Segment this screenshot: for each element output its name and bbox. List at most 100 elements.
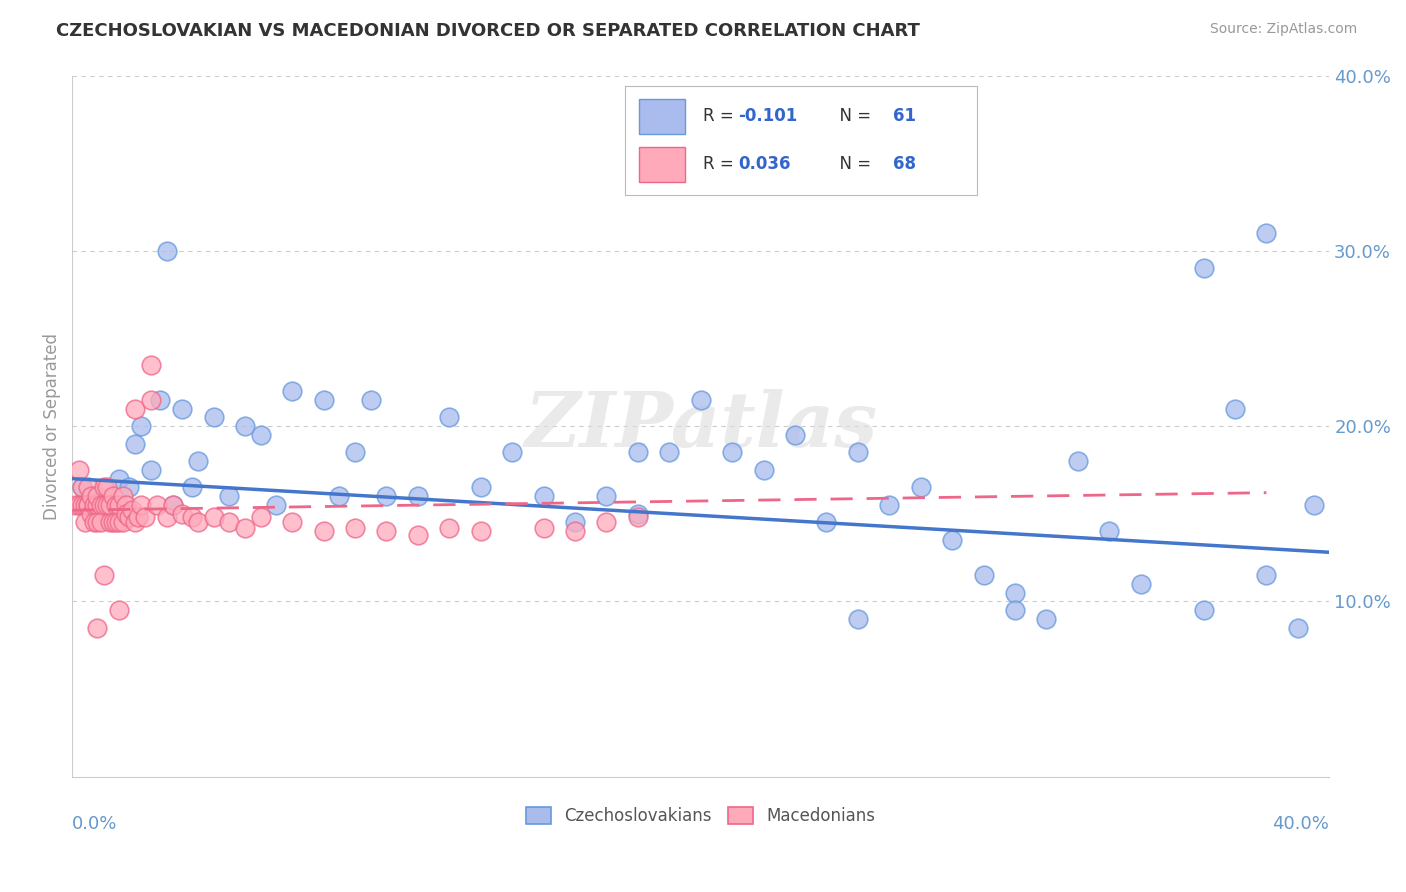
- Point: [149, 392, 172, 407]
- Point: [328, 489, 350, 503]
- Point: [1256, 227, 1278, 241]
- Point: [658, 445, 681, 459]
- Point: [406, 527, 429, 541]
- Point: [202, 410, 225, 425]
- Point: [501, 445, 523, 459]
- Point: [233, 419, 256, 434]
- Point: [139, 463, 162, 477]
- Point: [96, 498, 118, 512]
- Text: ZIPatlas: ZIPatlas: [524, 389, 877, 463]
- Point: [172, 507, 194, 521]
- Point: [89, 516, 111, 530]
- Point: [470, 480, 492, 494]
- Point: [162, 498, 184, 512]
- Point: [689, 392, 711, 407]
- Point: [67, 463, 90, 477]
- Point: [233, 521, 256, 535]
- Point: [124, 516, 146, 530]
- Point: [249, 427, 271, 442]
- Point: [973, 568, 995, 582]
- Point: [146, 498, 169, 512]
- Point: [312, 524, 335, 539]
- Point: [124, 401, 146, 416]
- Point: [1286, 621, 1309, 635]
- Point: [86, 516, 108, 530]
- Point: [439, 410, 461, 425]
- Point: [114, 498, 136, 512]
- Point: [111, 489, 134, 503]
- Point: [721, 445, 744, 459]
- Point: [77, 498, 100, 512]
- Point: [815, 516, 838, 530]
- Point: [846, 612, 869, 626]
- Point: [134, 510, 156, 524]
- Point: [77, 480, 100, 494]
- Point: [439, 521, 461, 535]
- Text: CZECHOSLOVAKIAN VS MACEDONIAN DIVORCED OR SEPARATED CORRELATION CHART: CZECHOSLOVAKIAN VS MACEDONIAN DIVORCED O…: [56, 22, 920, 40]
- Point: [121, 503, 143, 517]
- Point: [70, 480, 93, 494]
- Point: [83, 489, 105, 503]
- Point: [114, 507, 136, 521]
- Point: [70, 480, 93, 494]
- Point: [83, 498, 105, 512]
- Point: [533, 521, 555, 535]
- Point: [281, 516, 304, 530]
- Point: [108, 472, 131, 486]
- Point: [108, 603, 131, 617]
- Point: [1098, 524, 1121, 539]
- Point: [108, 498, 131, 512]
- Point: [172, 401, 194, 416]
- Point: [533, 489, 555, 503]
- Point: [752, 463, 775, 477]
- Text: Source: ZipAtlas.com: Source: ZipAtlas.com: [1209, 22, 1357, 37]
- Point: [1004, 585, 1026, 599]
- Point: [98, 498, 121, 512]
- Point: [98, 498, 121, 512]
- Point: [344, 445, 367, 459]
- Point: [1302, 498, 1324, 512]
- Point: [846, 445, 869, 459]
- Point: [65, 498, 87, 512]
- Point: [879, 498, 901, 512]
- Y-axis label: Divorced or Separated: Divorced or Separated: [44, 333, 60, 519]
- Point: [83, 516, 105, 530]
- Point: [80, 489, 103, 503]
- Point: [96, 480, 118, 494]
- Point: [155, 510, 177, 524]
- Point: [108, 516, 131, 530]
- Point: [627, 507, 650, 521]
- Point: [360, 392, 382, 407]
- Point: [564, 524, 586, 539]
- Point: [80, 507, 103, 521]
- Point: [249, 510, 271, 524]
- Point: [281, 384, 304, 398]
- Point: [124, 436, 146, 450]
- Point: [187, 516, 209, 530]
- Point: [180, 480, 202, 494]
- Point: [118, 480, 141, 494]
- Point: [910, 480, 932, 494]
- Point: [406, 489, 429, 503]
- Point: [1004, 603, 1026, 617]
- Point: [1192, 261, 1215, 276]
- Point: [375, 524, 398, 539]
- Point: [86, 498, 108, 512]
- Point: [941, 533, 963, 547]
- Point: [93, 498, 115, 512]
- Point: [73, 498, 96, 512]
- Point: [155, 244, 177, 258]
- Point: [93, 507, 115, 521]
- Point: [266, 498, 288, 512]
- Point: [93, 480, 115, 494]
- Point: [595, 489, 617, 503]
- Point: [202, 510, 225, 524]
- Point: [218, 489, 240, 503]
- Point: [131, 419, 153, 434]
- Point: [1129, 577, 1152, 591]
- Point: [1192, 603, 1215, 617]
- Point: [139, 358, 162, 372]
- Point: [101, 516, 124, 530]
- Point: [375, 489, 398, 503]
- Point: [595, 516, 617, 530]
